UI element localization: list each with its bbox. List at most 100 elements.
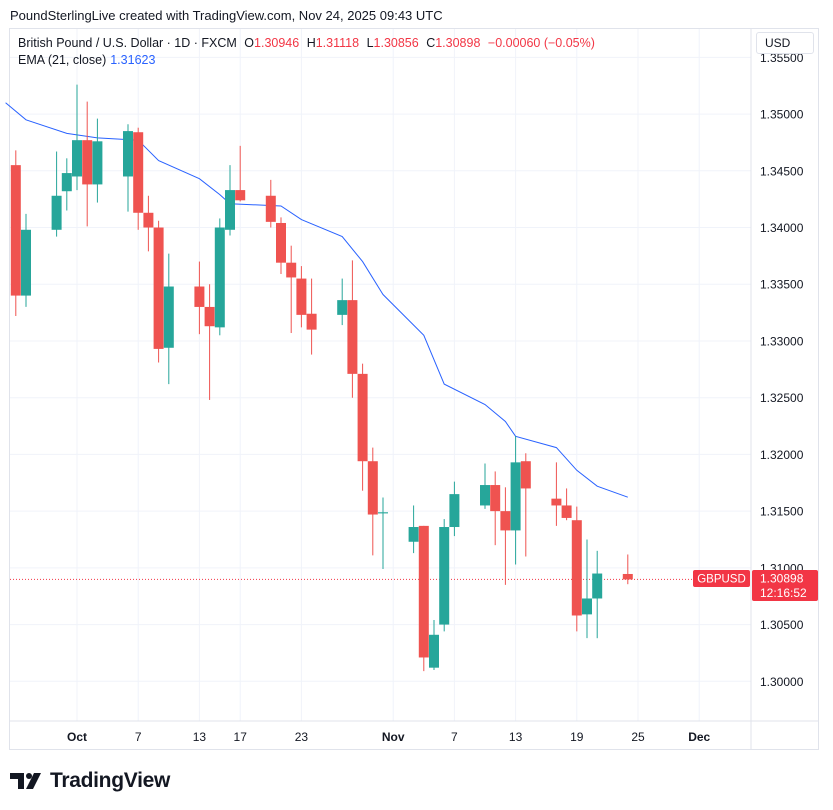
candle (337, 278, 348, 326)
candle (408, 505, 419, 554)
candle (582, 539, 592, 639)
ema-legend: EMA (21, close) 1.31623 (18, 53, 155, 67)
x-tick-label: 25 (631, 730, 645, 744)
candle-body (225, 190, 235, 230)
candle (500, 487, 511, 585)
price-tags: GBPUSD 1.30898 12:16:52 (693, 570, 818, 601)
candle (378, 497, 388, 569)
candle (143, 195, 154, 252)
currency-button[interactable]: USD (756, 32, 814, 54)
candle (72, 84, 82, 191)
candle (418, 525, 429, 672)
y-axis-ticks: 1.300001.305001.310001.315001.320001.325… (760, 51, 804, 689)
candle-body (72, 140, 82, 177)
last-price-tag-bg (752, 570, 818, 601)
candle (10, 150, 21, 317)
candle-body (133, 132, 144, 213)
candle-body (357, 373, 368, 462)
symbol-title[interactable]: British Pound / U.S. Dollar · 1D · FXCM (18, 36, 237, 50)
chart-credit: PoundSterlingLive created with TradingVi… (10, 8, 443, 23)
candle (204, 284, 215, 400)
high-value: 1.31118 (315, 36, 360, 50)
candle (21, 213, 31, 307)
open-value: 1.30946 (254, 36, 300, 50)
candle-body (306, 313, 317, 330)
candle-body (265, 195, 276, 222)
x-tick-label: 13 (509, 730, 523, 744)
candle (235, 145, 246, 202)
x-tick-label: 23 (295, 730, 309, 744)
candle (347, 260, 358, 398)
candle-body (582, 598, 592, 615)
candle (592, 550, 603, 639)
x-tick-label: 7 (135, 730, 142, 744)
candle (561, 488, 572, 521)
candle-body (143, 212, 154, 228)
bar-countdown: 12:16:52 (760, 586, 807, 600)
candle (214, 218, 225, 336)
candle (490, 471, 501, 546)
candle-body (296, 278, 307, 315)
close-key: C (426, 36, 436, 50)
candle (296, 266, 307, 328)
candle-body (21, 229, 31, 296)
ohlc-legend: British Pound / U.S. Dollar · 1D · FXCM … (18, 36, 595, 50)
candle-body (449, 494, 460, 528)
candle-body (235, 190, 246, 201)
candle-body (194, 286, 205, 307)
candle-body (123, 131, 133, 177)
candle-body (480, 485, 490, 506)
candle (51, 151, 62, 237)
candle (367, 447, 378, 556)
candle-body (276, 222, 286, 263)
candle-body (520, 461, 531, 489)
low-key: L (366, 36, 374, 50)
tradingview-mark-icon (10, 773, 41, 789)
candle-body (418, 525, 429, 658)
x-tick-label: Oct (67, 730, 87, 744)
y-tick-label: 1.34000 (760, 221, 804, 235)
candle (357, 363, 368, 491)
candle-body (214, 227, 225, 328)
candle-body (510, 462, 521, 531)
ticker-tag: GBPUSD (697, 574, 746, 586)
candle-body (10, 165, 21, 296)
candle-body (500, 511, 511, 531)
low-value: 1.30856 (373, 36, 419, 50)
candle-body (439, 527, 450, 625)
candle (510, 436, 521, 565)
candle (520, 453, 531, 557)
candle (276, 217, 286, 275)
candle-body (592, 573, 603, 599)
high-key: H (306, 36, 316, 50)
y-tick-label: 1.33000 (760, 334, 804, 348)
x-tick-label: Nov (382, 730, 405, 744)
candle-body (367, 461, 378, 515)
x-tick-label: 13 (193, 730, 207, 744)
candle-body (163, 286, 174, 348)
candle-body (429, 634, 439, 668)
candle-body (490, 485, 501, 512)
candle-body (347, 300, 358, 374)
candles (10, 84, 633, 672)
candle (622, 554, 633, 585)
candle (286, 245, 297, 334)
last-price-tag: 1.30898 (760, 572, 804, 586)
tradingview-logo[interactable]: TradingView (10, 768, 170, 794)
candle-body (561, 505, 572, 518)
candle-body (92, 141, 103, 185)
ema-title[interactable]: EMA (21, close) (18, 53, 107, 67)
candle (480, 463, 490, 509)
candle (439, 519, 450, 632)
y-tick-label: 1.31500 (760, 505, 804, 519)
candle-body (622, 573, 633, 580)
candle (153, 220, 164, 363)
candle-body (61, 173, 72, 192)
y-tick-label: 1.30000 (760, 675, 804, 689)
candle-body (51, 195, 62, 230)
candle (92, 118, 103, 203)
grid-lines (10, 29, 751, 721)
y-tick-label: 1.30500 (760, 618, 804, 632)
x-tick-label: 19 (570, 730, 584, 744)
